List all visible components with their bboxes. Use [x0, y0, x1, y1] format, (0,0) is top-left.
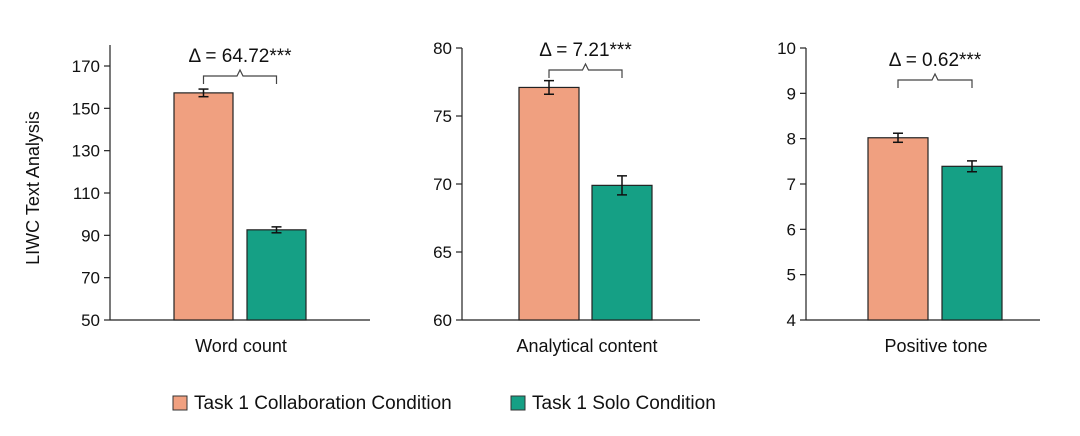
- y-tick-label: 150: [72, 99, 100, 118]
- bar-solo: [591, 184, 653, 321]
- y-tick-label: 10: [777, 39, 796, 58]
- bar-collaboration: [173, 92, 234, 321]
- chart-panel-3: 4 5 6 7 8 9 10 Δ = 0.62*** Positive tone: [777, 39, 1040, 356]
- y-tick-label: 110: [73, 184, 100, 203]
- x-axis-label: Positive tone: [884, 336, 987, 356]
- legend-label-solo: Task 1 Solo Condition: [532, 393, 716, 414]
- y-tick-label: 70: [81, 269, 100, 288]
- y-tick-label: 80: [433, 39, 452, 58]
- bar-solo: [941, 165, 1003, 321]
- delta-annotation: Δ = 64.72***: [188, 46, 292, 67]
- legend: Task 1 Collaboration Condition Task 1 So…: [172, 393, 716, 414]
- y-tick-label: 6: [787, 220, 796, 239]
- y-tick-label: 130: [72, 142, 100, 161]
- significance-bracket: [548, 62, 623, 78]
- y-tick-label: 170: [72, 57, 100, 76]
- x-axis-label: Word count: [195, 336, 287, 356]
- chart-panels: 50 70 90 110 130 150 170 Δ = 64.72*** Word count…: [72, 39, 1040, 356]
- y-tick-label: 5: [787, 266, 796, 285]
- x-axis-label: Analytical content: [516, 336, 657, 356]
- bar-collaboration: [518, 86, 580, 321]
- chart-panel-1: 50 70 90 110 130 150 170 Δ = 64.72*** Word count: [72, 45, 370, 356]
- y-tick-label: 8: [787, 130, 796, 149]
- y-tick-label: 7: [787, 175, 796, 194]
- legend-swatch-collaboration: [172, 395, 188, 411]
- y-tick-label: 70: [433, 175, 452, 194]
- chart-panel-2: 60 65 70 75 80 Δ = 7.21*** Analytical content: [433, 39, 700, 356]
- y-tick-label: 4: [787, 311, 796, 330]
- delta-annotation: Δ = 7.21***: [539, 40, 632, 61]
- delta-annotation: Δ = 0.62***: [889, 50, 982, 71]
- y-tick-label: 90: [81, 226, 100, 245]
- bar-solo: [246, 229, 307, 321]
- y-tick-label: 65: [433, 243, 452, 262]
- bar-collaboration: [867, 137, 929, 321]
- y-tick-label: 75: [433, 107, 452, 126]
- y-tick-label: 9: [787, 84, 796, 103]
- y-tick-label: 60: [433, 311, 452, 330]
- significance-bracket: [202, 68, 278, 84]
- y-tick-label: 50: [81, 311, 100, 330]
- legend-label-collaboration: Task 1 Collaboration Condition: [194, 393, 452, 414]
- significance-bracket: [897, 72, 973, 88]
- legend-swatch-solo: [510, 395, 526, 411]
- y-axis-label: LIWC Text Analysis: [23, 111, 43, 265]
